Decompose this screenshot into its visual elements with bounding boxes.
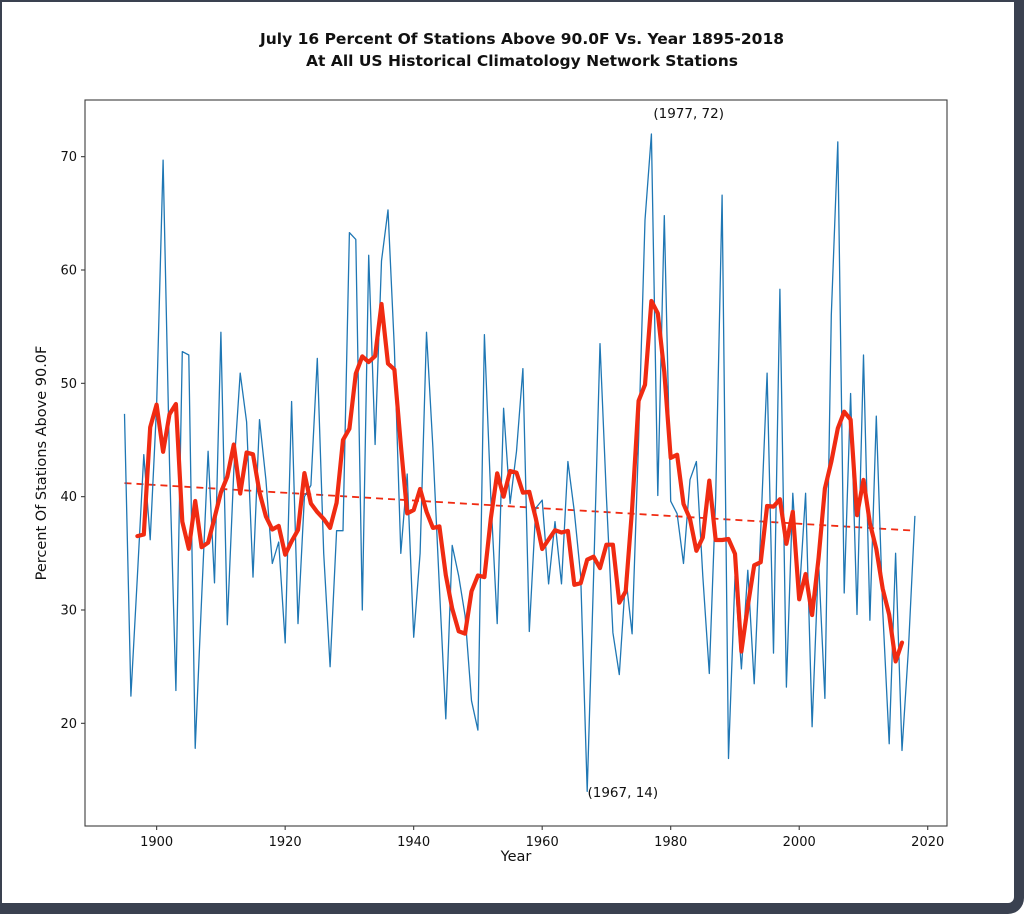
y-tick-label: 60: [60, 263, 77, 278]
chart-canvas: 1900 1920 1940 1960 1980 2000 2020 20 30 40 50 60 70…: [2, 2, 1014, 903]
x-tick-label: 2020: [911, 835, 944, 850]
moving-average-path: [135, 298, 905, 664]
y-tick-label: 20: [60, 717, 77, 732]
x-tick-label: 1920: [269, 835, 302, 850]
y-tick-label: 40: [60, 490, 77, 505]
x-axis-label: Year: [500, 849, 532, 865]
annotation-1977-72: (1977, 72): [653, 106, 724, 122]
chart-title-line1: July 16 Percent Of Stations Above 90.0F …: [259, 30, 784, 48]
annotation-1967-14: (1967, 14): [587, 785, 658, 801]
y-axis-label: Percent Of Stations Above 90.0F: [34, 346, 50, 581]
yearly-line-path: [123, 133, 916, 792]
plot-box: [84, 99, 948, 827]
y-tick-label: 30: [60, 603, 77, 618]
line-chart: 1900 1920 1940 1960 1980 2000 2020203040506070…: [34, 30, 948, 865]
trend-line-path: [124, 482, 915, 532]
x-tick-label: 1960: [526, 835, 559, 850]
x-tick-label: 2000: [783, 835, 816, 850]
chart-title-line2: At All US Historical Climatology Network…: [306, 52, 738, 70]
y-tick-label: 50: [60, 377, 77, 392]
y-tick-label: 70: [60, 150, 77, 165]
x-tick-label: 1900: [140, 835, 173, 850]
x-tick-label: 1980: [654, 835, 687, 850]
x-tick-label: 1940: [397, 835, 430, 850]
